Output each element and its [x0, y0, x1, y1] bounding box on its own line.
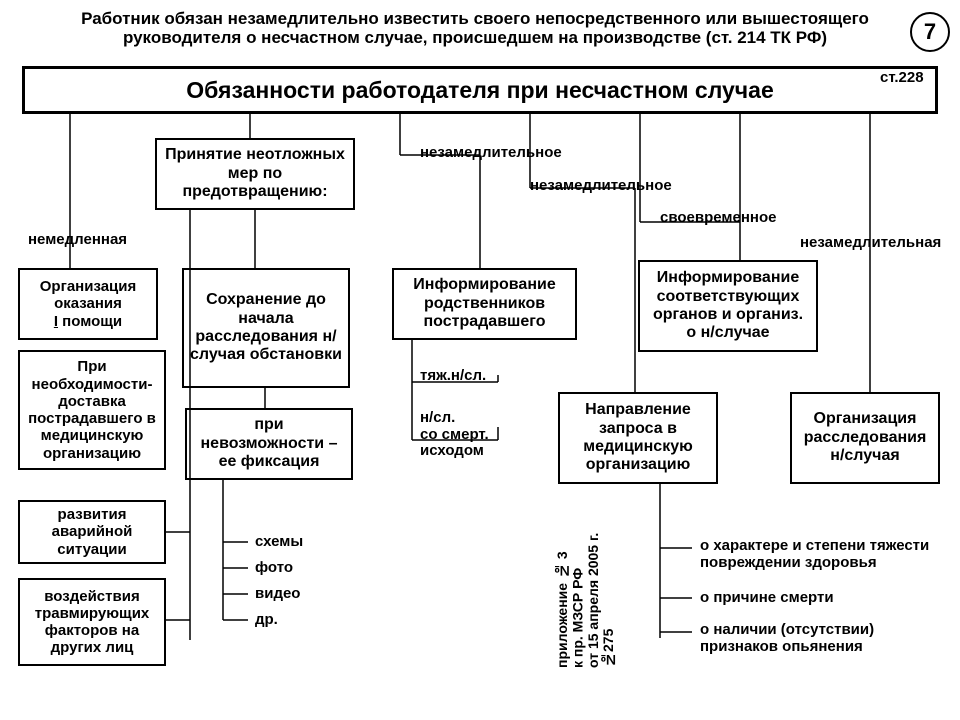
box-urgent-measures: Принятие неотложных мер по предотвращени…	[155, 138, 355, 210]
title-box: Обязанности работодателя при несчастном …	[22, 66, 938, 114]
fixation-item-video: видео	[255, 586, 300, 603]
first-aid-l4: помощи	[58, 313, 122, 330]
title-reference: ст.228	[880, 70, 924, 87]
connector-immediate-2b: незамедлительное	[530, 178, 672, 195]
title-text: Обязанности работодателя при несчастном …	[186, 77, 773, 103]
diagram-canvas: Работник обязан незамедлительно известит…	[0, 0, 960, 720]
connector-immediate-1: немедленная	[28, 232, 127, 249]
label-severe-case: тяж.н/сл.	[420, 368, 486, 385]
box-emergency-development: развития аварийной ситуации	[18, 500, 166, 564]
box-inform-authorities: Информирование соответствующих органов и…	[638, 260, 818, 352]
fixation-item-photo: фото	[255, 560, 293, 577]
fixation-item-schemes: схемы	[255, 534, 303, 551]
box-fixation: при невозможности – ее фиксация	[185, 408, 353, 480]
page-number: 7	[924, 19, 936, 45]
query-item-cause-of-death: о причине смерти	[700, 590, 834, 607]
connector-immediate-4: незамедлительная	[800, 235, 941, 252]
box-first-aid: Организация оказания I помощи	[18, 268, 158, 340]
connector-immediate-2a: незамедлительное	[420, 145, 562, 162]
query-item-nature-severity: о характере и степени тяжести повреждени…	[700, 538, 950, 571]
box-inform-relatives: Информирование родственников пострадавше…	[392, 268, 577, 340]
header-text: Работник обязан незамедлительно известит…	[75, 10, 875, 47]
label-fatal-case: н/сл. со смерт. исходом	[420, 410, 489, 460]
box-preserve-scene: Сохранение до начала расследования н/слу…	[182, 268, 350, 388]
first-aid-l1: Организация	[40, 278, 137, 295]
box-traumatic-factors: воздействия травмирующих факторов на дру…	[18, 578, 166, 666]
box-transport-victim: При необходимости- доставка пострадавшег…	[18, 350, 166, 470]
query-item-intoxication: о наличии (отсутствии) признаков опьянен…	[700, 622, 950, 655]
box-organize-investigation: Организация расследования н/случая	[790, 392, 940, 484]
vertical-legal-reference: приложение № 3 к пр. МЗСР РФ от 15 апрел…	[555, 498, 617, 668]
connector-timely: своевременное	[660, 210, 776, 227]
box-medical-request: Направление запроса в медицинскую органи…	[558, 392, 718, 484]
fixation-item-other: др.	[255, 612, 278, 629]
page-number-circle: 7	[910, 12, 950, 52]
first-aid-l2: оказания	[54, 295, 122, 312]
